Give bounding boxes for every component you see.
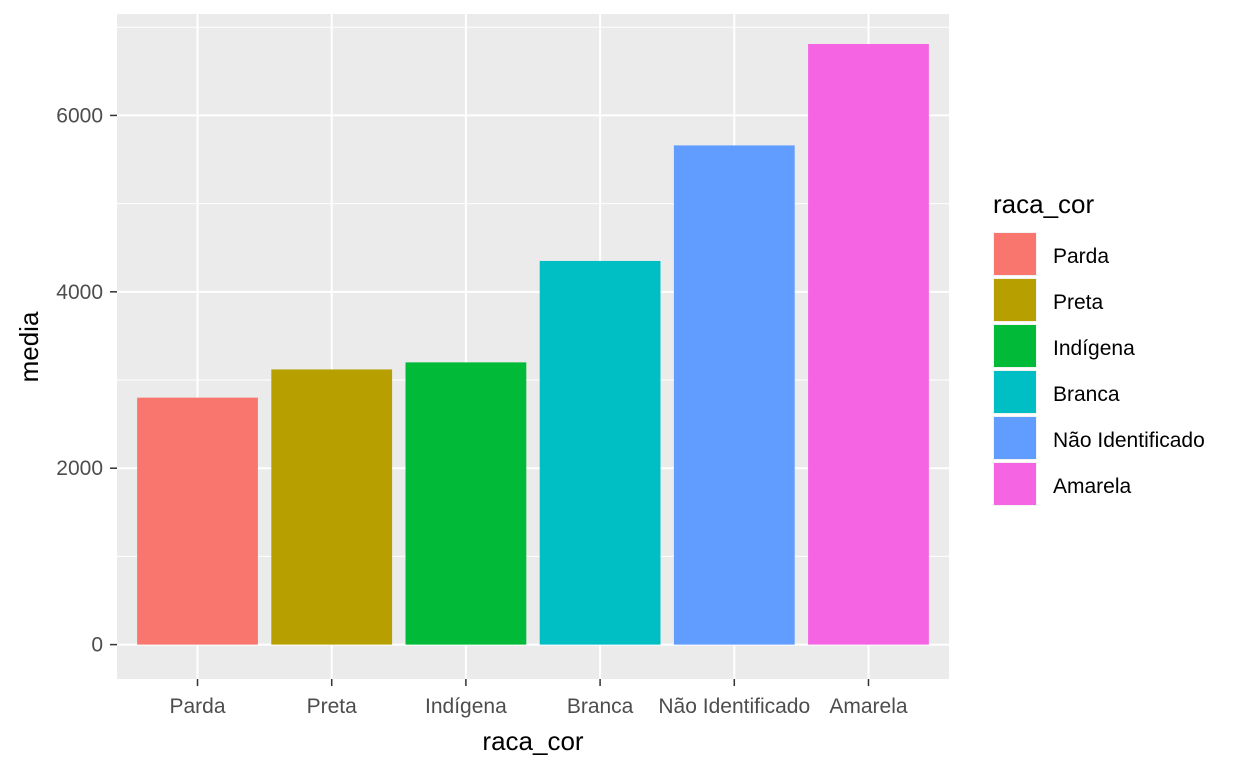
- legend: raca_cor Parda Preta Indígena Branca Não Ide…: [993, 189, 1205, 506]
- bar-2: [271, 369, 393, 645]
- bar-6: [808, 43, 929, 645]
- x-axis: Parda Preta Indígena Branca Não Identificado…: [169, 679, 908, 718]
- legend-label: Branca: [1053, 383, 1120, 406]
- legend-key-3: [994, 325, 1036, 367]
- bar-4: [539, 260, 661, 645]
- bar-3: [405, 362, 527, 645]
- legend-items: Parda Preta Indígena Branca Não Identificado…: [993, 232, 1205, 506]
- x-tick-label: Branca: [567, 695, 634, 718]
- y-tick-label: 0: [91, 634, 103, 657]
- legend-key-5: [994, 417, 1036, 459]
- legend-label: Indígena: [1053, 337, 1135, 360]
- y-axis: 0 2000 4000 6000: [56, 104, 117, 657]
- y-tick-label: 4000: [56, 281, 103, 304]
- legend-key-1: [994, 233, 1036, 275]
- y-axis-title: media: [14, 311, 44, 382]
- y-tick-label: 6000: [56, 104, 103, 127]
- legend-key-4: [994, 371, 1036, 413]
- x-tick-label: Parda: [169, 695, 225, 718]
- bar-5: [673, 145, 795, 645]
- x-tick-label: Indígena: [425, 695, 507, 718]
- x-tick-label: Não Identificado: [658, 695, 810, 718]
- legend-label: Preta: [1053, 291, 1104, 314]
- legend-key-2: [994, 279, 1036, 321]
- legend-label: Não Identificado: [1053, 429, 1205, 452]
- legend-label: Parda: [1053, 245, 1109, 268]
- bar-1: [137, 397, 258, 645]
- y-tick-label: 2000: [56, 457, 103, 480]
- legend-title: raca_cor: [993, 189, 1094, 219]
- x-tick-label: Preta: [307, 695, 358, 718]
- bars-group: [137, 43, 929, 645]
- legend-label: Amarela: [1053, 475, 1132, 498]
- x-tick-label: Amarela: [829, 695, 908, 718]
- legend-key-6: [994, 463, 1036, 505]
- x-axis-title: raca_cor: [482, 726, 583, 756]
